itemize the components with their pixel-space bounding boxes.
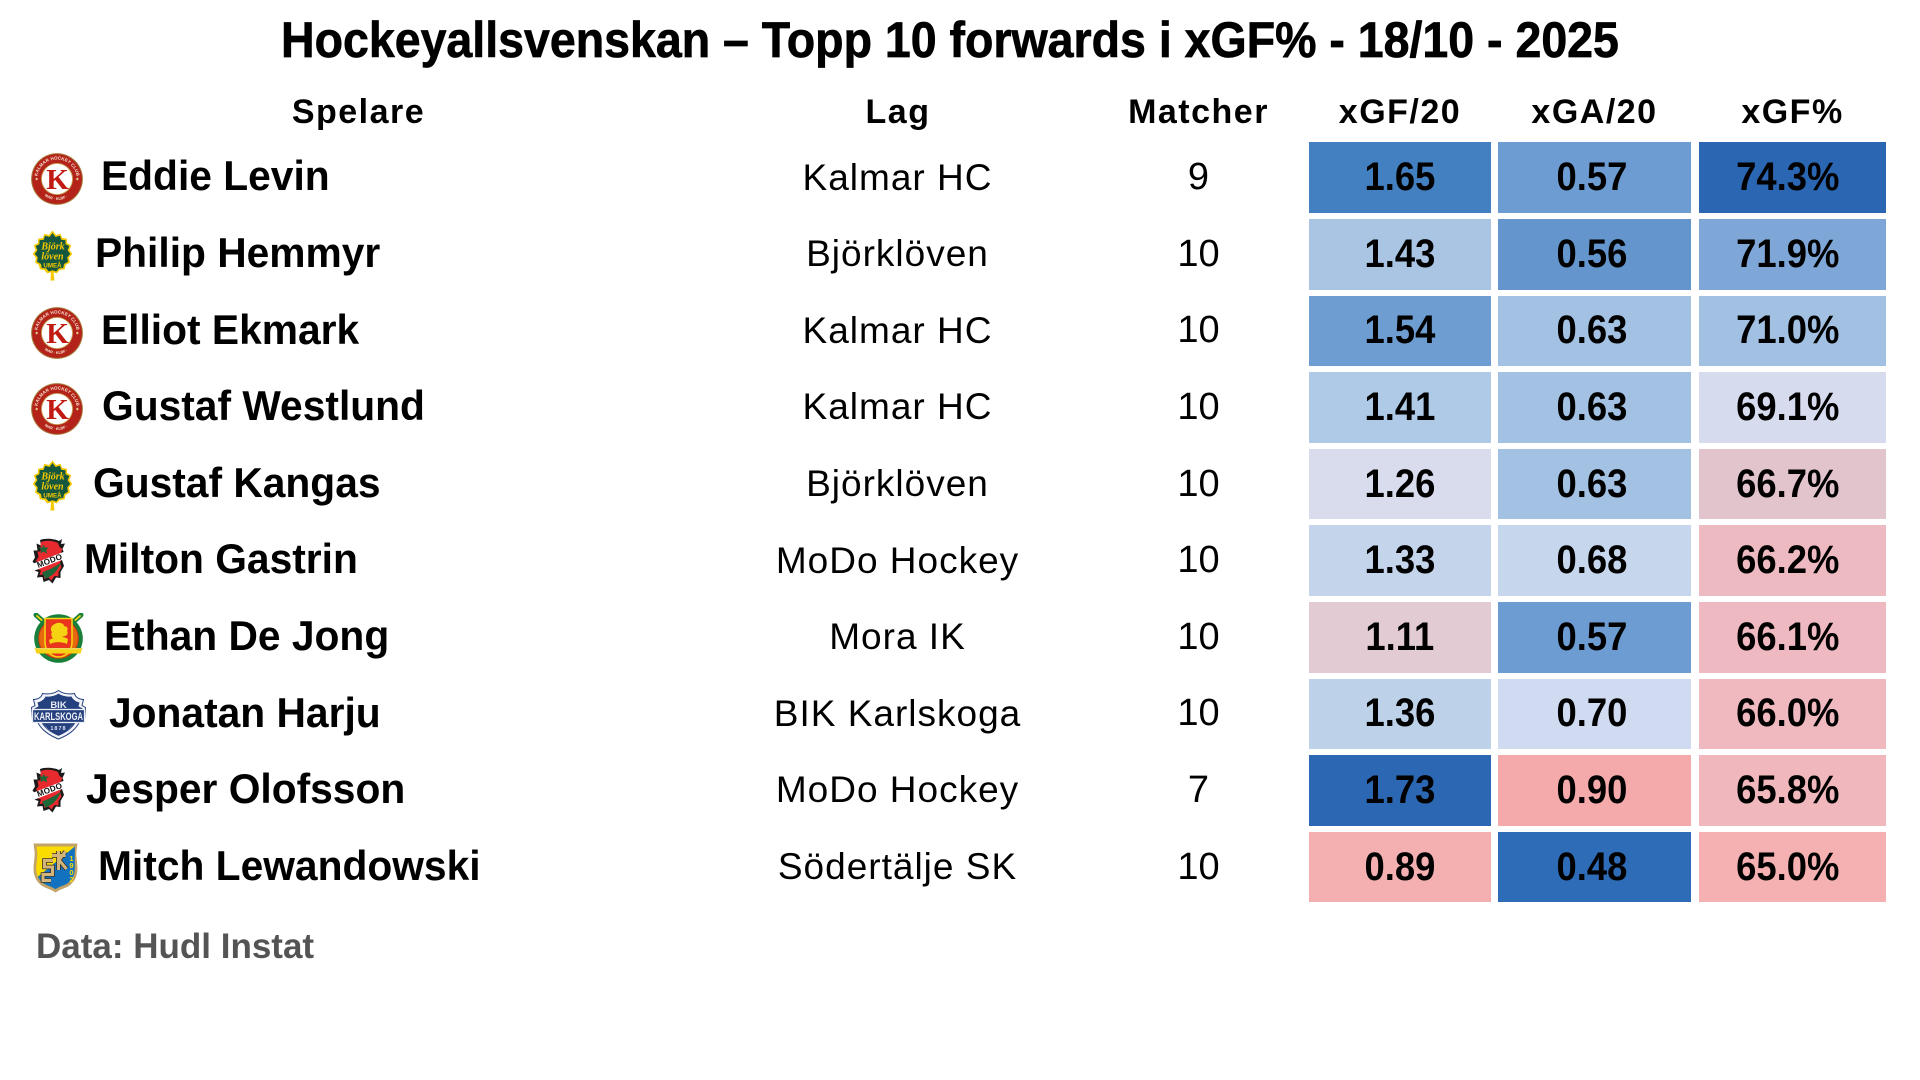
svg-text:KARLSKOGA: KARLSKOGA <box>34 711 83 723</box>
svg-text:BIK: BIK <box>50 700 67 711</box>
svg-text:Björk: Björk <box>40 471 64 482</box>
svg-text:0: 0 <box>70 868 74 877</box>
svg-text:K: K <box>46 394 69 426</box>
svg-text:K: K <box>46 164 69 196</box>
svg-text:Björk: Björk <box>40 241 64 252</box>
svg-text:1: 1 <box>70 854 74 863</box>
svg-text:2: 2 <box>70 875 74 884</box>
svg-text:UMEÅ: UMEÅ <box>43 492 62 499</box>
svg-text:löven: löven <box>41 481 64 492</box>
svg-text:1878: 1878 <box>50 726 66 732</box>
svg-text:9: 9 <box>70 861 74 870</box>
svg-text:UMEÅ: UMEÅ <box>43 262 62 269</box>
svg-text:löven: löven <box>41 251 64 262</box>
svg-text:K: K <box>46 318 69 350</box>
